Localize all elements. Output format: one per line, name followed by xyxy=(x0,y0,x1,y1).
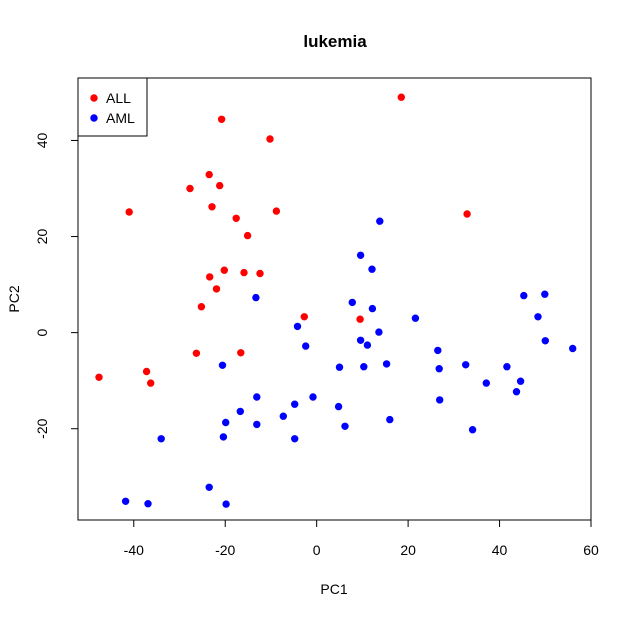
data-point-all xyxy=(220,266,229,274)
data-point-all xyxy=(300,313,308,321)
data-point-all xyxy=(142,367,151,376)
data-point-aml xyxy=(302,342,310,350)
data-point-all xyxy=(272,207,281,215)
legend-marker-aml xyxy=(90,114,98,122)
data-point-aml xyxy=(516,377,525,385)
data-point-all xyxy=(216,181,224,190)
data-point-all xyxy=(232,214,240,223)
data-point-aml xyxy=(218,361,227,369)
data-point-all xyxy=(237,349,245,357)
x-axis: -40 -20 0 20 40 60 xyxy=(124,519,599,558)
data-point-aml xyxy=(236,407,245,416)
data-point-all xyxy=(243,231,252,240)
data-point-aml xyxy=(157,435,165,443)
data-point-aml xyxy=(348,298,356,307)
data-point-aml xyxy=(356,251,365,260)
data-point-aml xyxy=(309,393,317,401)
data-point-all xyxy=(397,93,405,101)
y-axis-label: PC2 xyxy=(6,285,22,312)
data-point-aml xyxy=(541,337,549,345)
data-point-aml xyxy=(219,433,228,441)
data-point-aml xyxy=(291,400,299,408)
data-point-aml xyxy=(144,500,152,508)
data-point-all xyxy=(192,349,201,357)
data-point-aml xyxy=(434,346,442,355)
data-point-all xyxy=(147,379,155,387)
y-axis: -20 0 20 40 xyxy=(34,132,79,439)
data-point-aml xyxy=(411,314,420,322)
data-point-aml xyxy=(435,365,443,373)
data-point-all xyxy=(197,303,206,311)
data-point-aml xyxy=(541,290,549,298)
legend-marker-all xyxy=(90,94,98,102)
y-tick-label: 20 xyxy=(34,229,50,245)
data-point-aml xyxy=(279,412,287,420)
data-point-aml xyxy=(569,344,577,353)
data-point-aml xyxy=(291,435,299,443)
legend-label-all: ALL xyxy=(106,90,131,106)
y-tick-label: 40 xyxy=(34,132,50,148)
data-point-aml xyxy=(222,418,230,427)
data-point-aml xyxy=(253,393,261,401)
data-point-aml xyxy=(252,293,260,302)
data-point-all xyxy=(217,115,226,124)
data-point-all xyxy=(356,315,364,323)
data-point-all xyxy=(186,184,194,193)
data-point-all xyxy=(125,208,133,216)
x-tick-label: -20 xyxy=(215,542,235,558)
data-point-aml xyxy=(341,422,349,430)
data-point-aml xyxy=(368,304,377,313)
data-point-aml xyxy=(512,388,521,396)
data-point-aml xyxy=(462,361,470,369)
data-point-all xyxy=(95,373,103,381)
data-point-aml xyxy=(520,291,528,300)
data-point-aml xyxy=(376,217,384,225)
data-point-aml xyxy=(363,341,372,349)
x-tick-label: 60 xyxy=(583,542,599,558)
data-point-aml xyxy=(360,363,368,371)
data-point-aml xyxy=(375,328,383,336)
data-point-aml xyxy=(368,265,376,273)
data-point-aml xyxy=(382,360,391,368)
x-axis-label: PC1 xyxy=(320,581,347,597)
data-point-all xyxy=(208,203,216,211)
x-tick-label: 0 xyxy=(313,542,321,558)
data-point-aml xyxy=(534,313,542,321)
chart-title: lukemia xyxy=(303,32,367,51)
data-point-aml xyxy=(482,379,490,387)
legend-box xyxy=(77,77,148,137)
data-point-aml xyxy=(253,420,261,429)
y-tick-label: 0 xyxy=(34,329,50,337)
data-point-aml xyxy=(121,497,130,505)
data-point-all xyxy=(463,210,471,218)
data-points xyxy=(95,93,577,508)
x-tick-label: 20 xyxy=(400,542,416,558)
legend-label-aml: AML xyxy=(106,110,135,126)
data-point-aml xyxy=(335,363,344,371)
data-point-all xyxy=(266,135,274,143)
data-point-all xyxy=(206,273,214,281)
x-tick-label: -40 xyxy=(124,542,144,558)
y-tick-label: -20 xyxy=(34,418,50,438)
data-point-aml xyxy=(468,426,477,434)
data-point-all xyxy=(205,170,213,179)
data-point-aml xyxy=(386,415,394,424)
data-point-aml xyxy=(356,336,365,344)
x-tick-label: 40 xyxy=(492,542,508,558)
legend: ALL AML xyxy=(77,77,148,137)
data-point-all xyxy=(256,269,264,278)
data-point-aml xyxy=(436,396,444,404)
data-point-aml xyxy=(503,363,511,371)
data-point-aml xyxy=(222,500,230,508)
data-point-aml xyxy=(334,402,343,411)
data-point-all xyxy=(212,285,221,293)
data-point-aml xyxy=(293,322,302,331)
data-point-aml xyxy=(205,483,213,491)
data-point-all xyxy=(240,268,248,277)
